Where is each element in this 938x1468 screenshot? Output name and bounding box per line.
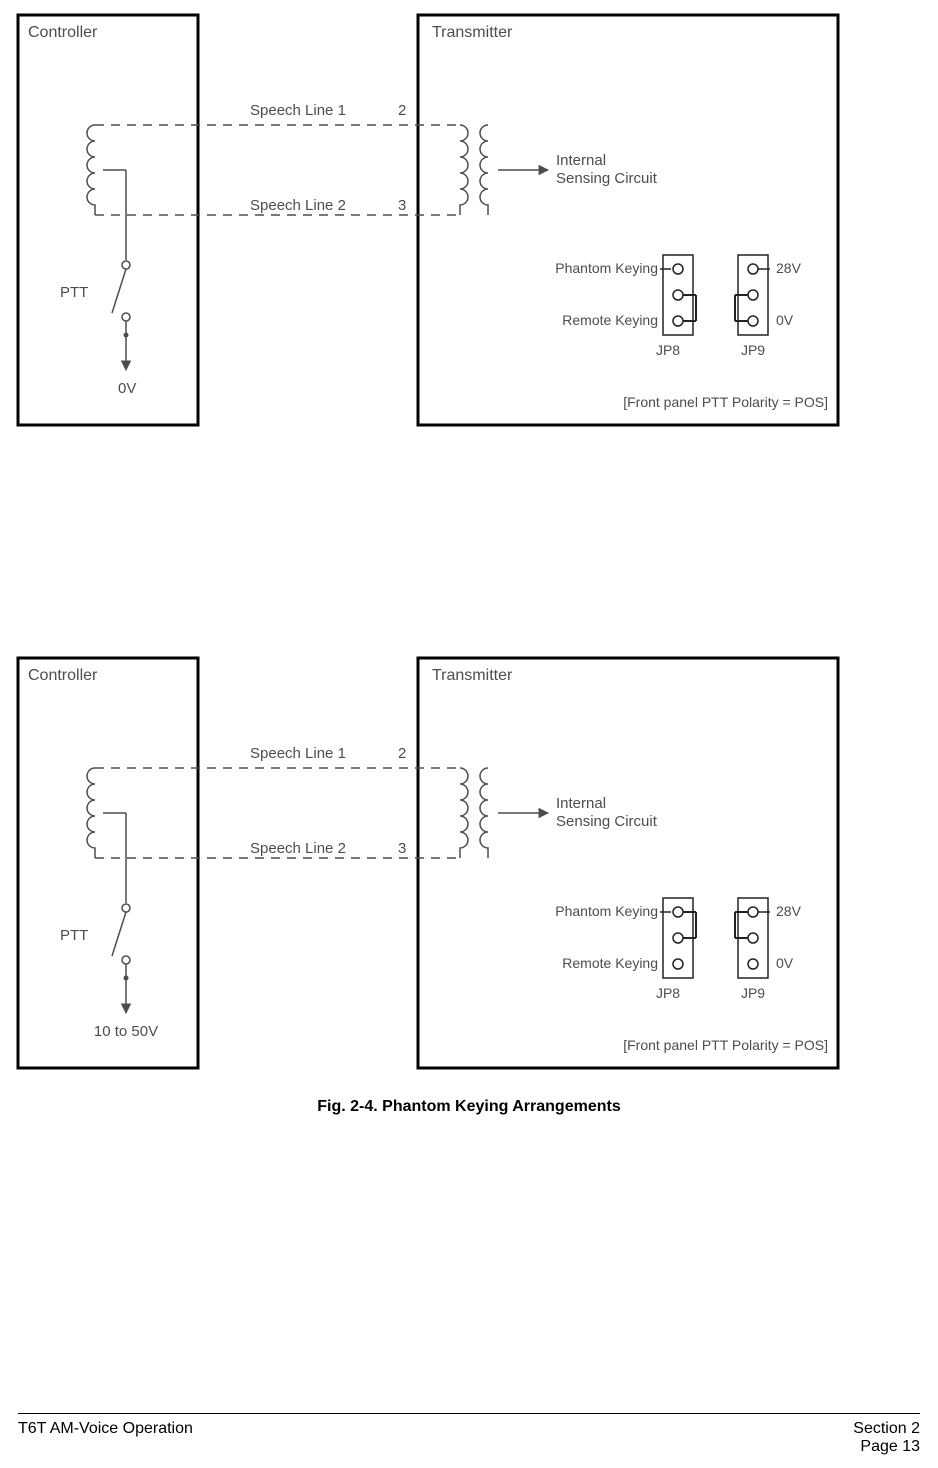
v0-label-a: 0V <box>776 312 794 328</box>
internal-label-a: Internal <box>556 152 606 169</box>
jp9-label-a: JP9 <box>741 342 765 358</box>
jumper-block-b: JP8 JP9 Phantom Keying Remote Keying 28V… <box>555 898 828 1053</box>
ptt-label: PTT <box>60 284 88 301</box>
svg-text:[Front panel PTT Polarity = PO: [Front panel PTT Polarity = POS] <box>623 1037 828 1053</box>
page-footer: T6T AM-Voice Operation Section 2 Page 13 <box>18 1413 920 1456</box>
transmitter-label: Transmitter <box>432 24 513 41</box>
transmitter-box-b <box>418 658 838 1068</box>
svg-text:JP8: JP8 <box>656 985 680 1001</box>
page: Controller Transmitter Speech Line 1 Spe… <box>0 0 938 1468</box>
transmitter-box <box>418 15 838 425</box>
footer-right: Section 2 Page 13 <box>853 1420 920 1456</box>
svg-text:Speech Line 2: Speech Line 2 <box>250 840 346 857</box>
jp8-label-a: JP8 <box>656 342 680 358</box>
sensing-label-a: Sensing Circuit <box>556 170 658 187</box>
tx-coil-right <box>480 125 488 215</box>
svg-text:Internal: Internal <box>556 795 606 812</box>
controller-label: Controller <box>28 24 98 41</box>
svg-text:PTT: PTT <box>60 927 88 944</box>
figure-caption: Fig. 2-4. Phantom Keying Arrangements <box>0 1098 938 1116</box>
svg-text:JP9: JP9 <box>741 985 765 1001</box>
ptt-volt-b: 10 to 50V <box>94 1023 158 1040</box>
tx-coil-left <box>460 125 468 215</box>
ptt-switch-bot <box>122 313 130 321</box>
svg-text:2: 2 <box>398 745 406 762</box>
svg-text:Phantom Keying: Phantom Keying <box>555 903 658 919</box>
controller-box-b <box>18 658 198 1068</box>
jumper-block-a: JP8 JP9 Phantom Keying Remote Keying 28V <box>555 255 828 410</box>
ptt-switch-top <box>122 261 130 269</box>
pin3-label: 3 <box>398 197 406 214</box>
diagram-area: Controller Transmitter Speech Line 1 Spe… <box>0 0 938 1120</box>
ptt-volt-a: 0V <box>118 380 136 397</box>
svg-text:28V: 28V <box>776 903 802 919</box>
footer-page: Page 13 <box>860 1438 920 1455</box>
controller-coil <box>87 125 95 215</box>
controller-label-b: Controller <box>28 667 98 684</box>
speech1-label: Speech Line 1 <box>250 102 346 119</box>
footer-left: T6T AM-Voice Operation <box>18 1420 193 1438</box>
svg-text:0V: 0V <box>776 955 794 971</box>
svg-text:Sensing Circuit: Sensing Circuit <box>556 813 658 830</box>
footer-section: Section 2 <box>853 1420 920 1437</box>
polarity-label-a: [Front panel PTT Polarity = POS] <box>623 394 828 410</box>
v28-label-a: 28V <box>776 260 802 276</box>
pin2-label: 2 <box>398 102 406 119</box>
svg-text:Remote Keying: Remote Keying <box>562 955 658 971</box>
controller-box <box>18 15 198 425</box>
svg-text:Speech Line 1: Speech Line 1 <box>250 745 346 762</box>
phantom-label-a: Phantom Keying <box>555 260 658 276</box>
speech2-label: Speech Line 2 <box>250 197 346 214</box>
svg-text:3: 3 <box>398 840 406 857</box>
remote-label-a: Remote Keying <box>562 312 658 328</box>
transmitter-label-b: Transmitter <box>432 667 513 684</box>
